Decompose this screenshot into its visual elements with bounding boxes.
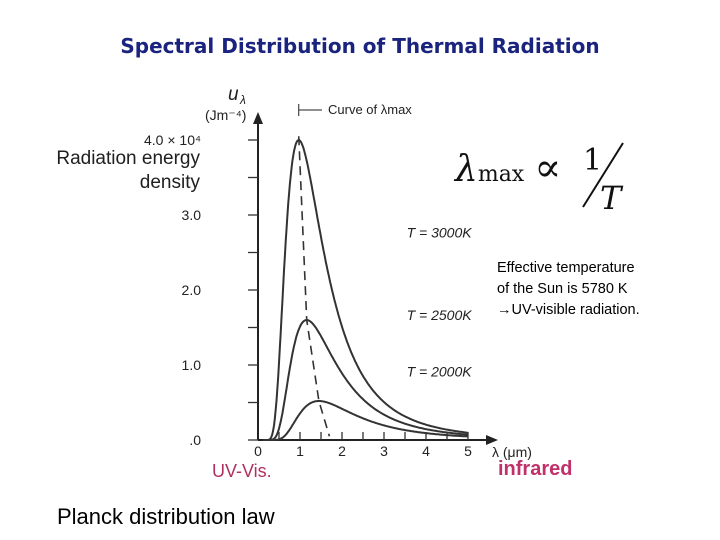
caption: Planck distribution law [57,504,275,529]
x-tick-label: 3 [380,443,388,459]
formula-proportional: ∝ [534,145,562,191]
chart-axes [253,112,498,445]
x-unit-label: λ (μm) [492,444,532,460]
y-tick-label: 1.0 [182,357,202,373]
y-tick-label: 4.0 × 10⁴ [144,132,201,148]
lambda-max-curve [297,136,331,437]
formula-max-subscript: max [477,162,525,187]
note-line-3: →UV-visible radiation. [497,302,640,318]
curve-3 [263,400,469,441]
sun-temperature-note: Effective temperature of the Sun is 5780… [497,258,640,321]
y-axis-arrow [253,112,263,124]
curve-1 [263,139,469,441]
formula-numerator: 1 [583,143,603,178]
x-tick-label: 4 [422,443,430,459]
uv-vis-label: UV-Vis. [212,461,272,481]
chart-curves [263,136,469,441]
series-label: T = 2500K [407,307,473,323]
y-axis-label: Radiation energy density [56,148,200,193]
y-tick-label: 2.0 [182,282,202,298]
series-label: T = 3000K [407,225,473,241]
max-curve-label: Curve of λmax [328,102,412,117]
chart-labels: T = 3000K T = 2500K T = 2000K Curve of λmax… [205,84,532,460]
chart-ticks: .0 1.0 2.0 3.0 4.0 × 10⁴ 0 1 2 3 4 5 [144,132,472,459]
y-unit-symbol: u [228,84,239,105]
x-tick-label: 5 [464,443,472,459]
formula-lambda: λ [455,149,478,190]
slide-title: Spectral Distribution of Thermal Radiati… [120,34,600,58]
y-unit-subscript: λ [239,93,246,107]
note-line-2: of the Sun is 5780 K [497,281,628,297]
x-tick-label: 1 [296,443,304,459]
x-tick-label: 2 [338,443,346,459]
note-line-1: Effective temperature [497,260,635,276]
series-label: T = 2000K [407,363,473,379]
y-tick-label: .0 [189,432,201,448]
x-tick-label: 0 [254,443,262,459]
formula-denominator: T [600,179,622,217]
y-tick-label: 3.0 [182,207,202,223]
wien-formula: λmax ∝ 1 T [455,142,624,217]
x-axis-arrow [486,435,498,445]
formula-slash [582,142,624,208]
y-unit-units: (Jm⁻⁴) [205,107,246,123]
curve-2 [263,318,469,441]
infrared-label: infrared [498,458,573,480]
